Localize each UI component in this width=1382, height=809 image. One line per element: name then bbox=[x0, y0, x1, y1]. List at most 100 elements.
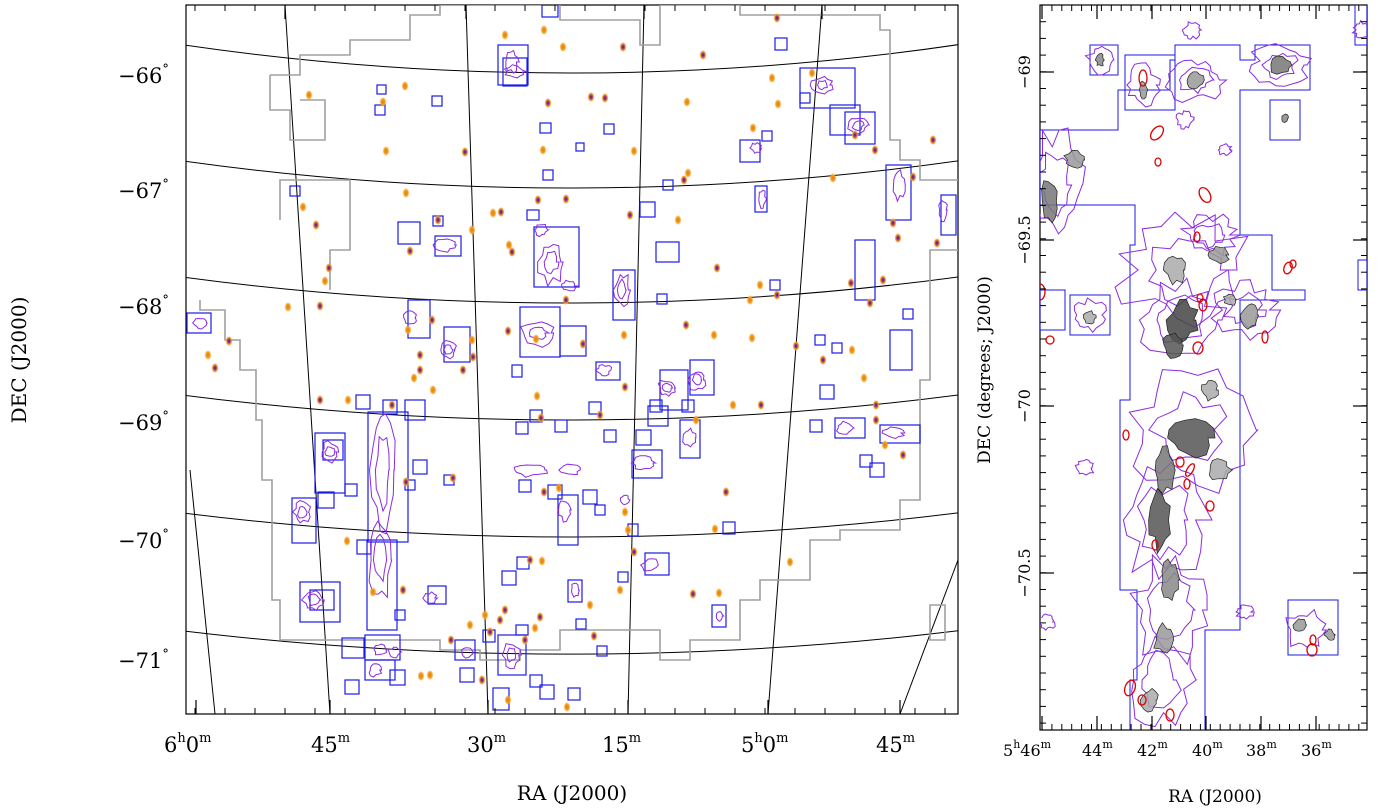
contour bbox=[387, 646, 403, 659]
source bbox=[889, 218, 897, 228]
emission-blob bbox=[1165, 298, 1199, 345]
contour bbox=[192, 317, 208, 330]
source bbox=[563, 702, 571, 712]
field-box bbox=[644, 552, 670, 576]
source bbox=[533, 391, 541, 401]
source bbox=[851, 130, 859, 140]
source bbox=[879, 275, 887, 285]
source bbox=[746, 295, 754, 305]
source bbox=[684, 168, 692, 178]
source bbox=[616, 585, 624, 595]
field-box bbox=[541, 5, 559, 18]
source bbox=[459, 365, 467, 375]
contour bbox=[440, 339, 458, 360]
source-ellipse bbox=[1306, 643, 1318, 657]
contour bbox=[520, 321, 555, 348]
source bbox=[555, 483, 563, 493]
dec-gridline bbox=[186, 44, 958, 74]
contour bbox=[1114, 211, 1249, 328]
source bbox=[808, 68, 816, 78]
contour bbox=[1136, 484, 1189, 561]
x-tick-label: 6h0m bbox=[164, 731, 211, 757]
source bbox=[871, 145, 879, 155]
field-box bbox=[539, 122, 552, 134]
field-box bbox=[511, 364, 523, 378]
source bbox=[469, 352, 477, 362]
field-box bbox=[655, 241, 680, 263]
source bbox=[847, 278, 855, 288]
source bbox=[586, 600, 594, 610]
source bbox=[711, 524, 719, 534]
source bbox=[538, 556, 546, 566]
contour bbox=[1192, 223, 1226, 250]
emission-blob bbox=[1148, 487, 1171, 555]
emission-blob bbox=[1139, 688, 1159, 713]
source bbox=[316, 395, 324, 405]
contour bbox=[1040, 613, 1056, 631]
contour bbox=[1179, 213, 1241, 257]
source bbox=[501, 605, 509, 615]
contour bbox=[543, 250, 560, 275]
contour bbox=[442, 344, 455, 355]
emission-blob bbox=[1270, 55, 1293, 75]
emission-blob bbox=[1162, 255, 1186, 286]
field-box bbox=[617, 571, 629, 583]
source-ellipse bbox=[1183, 478, 1191, 490]
y-tick-label: −70 bbox=[1015, 389, 1034, 423]
emission-blob bbox=[1323, 628, 1337, 641]
field-box bbox=[681, 399, 695, 413]
source bbox=[829, 173, 837, 183]
x-tick-label: 5h0m bbox=[741, 731, 788, 757]
emission-blob bbox=[1154, 445, 1176, 494]
emission-blob bbox=[1162, 332, 1184, 359]
source bbox=[819, 355, 827, 365]
contour bbox=[619, 494, 631, 506]
field-box bbox=[314, 432, 346, 494]
contour bbox=[816, 79, 828, 91]
contour bbox=[368, 663, 383, 678]
contour bbox=[372, 533, 388, 583]
x-tick-label: 44m bbox=[1082, 738, 1113, 760]
left-plot-frame bbox=[185, 4, 959, 715]
contour bbox=[1178, 66, 1215, 95]
field-box bbox=[799, 67, 856, 109]
source bbox=[587, 92, 595, 102]
y-tick-label: −69 bbox=[1015, 55, 1034, 89]
contour bbox=[321, 440, 340, 464]
field-box bbox=[859, 454, 873, 468]
contour bbox=[1040, 127, 1086, 235]
source bbox=[773, 290, 781, 300]
source bbox=[225, 336, 233, 346]
source bbox=[757, 400, 765, 410]
contour bbox=[1073, 297, 1107, 334]
ra-gridline bbox=[627, 5, 645, 714]
source bbox=[536, 612, 544, 622]
source bbox=[316, 301, 324, 311]
contour bbox=[506, 647, 517, 663]
field-box bbox=[612, 269, 636, 321]
contour bbox=[368, 413, 396, 535]
field-box bbox=[434, 235, 462, 257]
field-box bbox=[809, 419, 823, 433]
source-ellipse bbox=[1122, 429, 1130, 441]
source bbox=[486, 627, 494, 637]
x-tick-label: 30m bbox=[467, 731, 506, 757]
source-ellipse bbox=[1175, 456, 1185, 468]
field-box bbox=[588, 401, 602, 415]
source bbox=[539, 145, 547, 155]
contour bbox=[1141, 649, 1182, 709]
field-box bbox=[374, 104, 386, 116]
emission-blob bbox=[1281, 113, 1289, 123]
source bbox=[449, 473, 457, 483]
source bbox=[461, 147, 469, 157]
field-box bbox=[554, 419, 568, 433]
contour bbox=[691, 373, 703, 386]
field-box bbox=[533, 226, 580, 288]
contour bbox=[528, 326, 551, 340]
field-box bbox=[575, 618, 587, 630]
source bbox=[204, 350, 212, 360]
contour bbox=[1248, 43, 1313, 87]
survey-outline bbox=[929, 604, 946, 641]
field-box bbox=[567, 687, 581, 701]
field-box bbox=[394, 609, 406, 621]
